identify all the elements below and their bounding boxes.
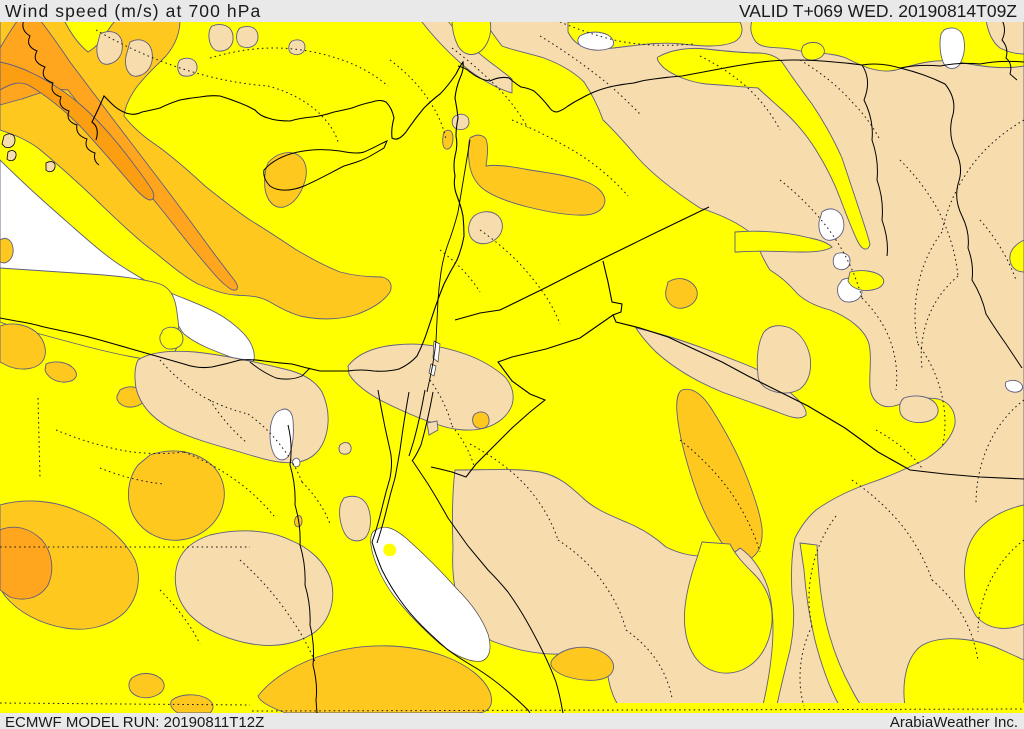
svg-text:Wind speed (m/s) at 700 hPa: Wind speed (m/s) at 700 hPa	[5, 1, 261, 21]
svg-text:ECMWF MODEL RUN: 20190811T12Z: ECMWF MODEL RUN: 20190811T12Z	[5, 714, 264, 729]
svg-text:ArabiaWeather Inc.: ArabiaWeather Inc.	[890, 714, 1018, 729]
svg-text:VALID T+069 WED. 20190814T09Z: VALID T+069 WED. 20190814T09Z	[739, 1, 1017, 21]
